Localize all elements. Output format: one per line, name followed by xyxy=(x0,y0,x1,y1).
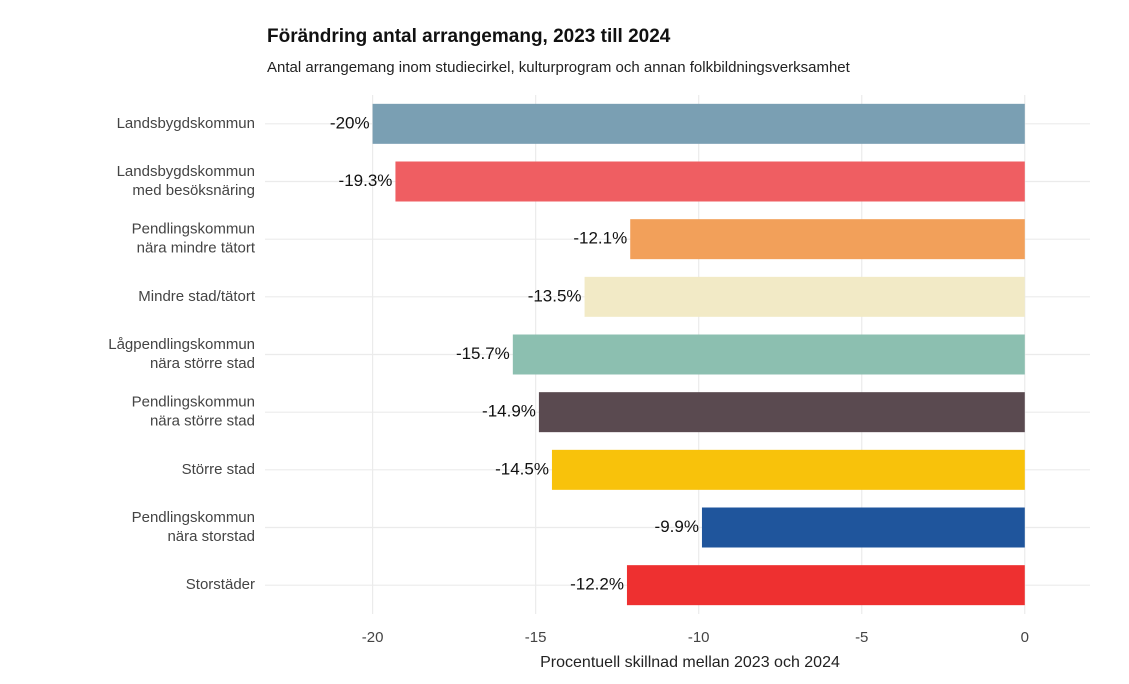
value-label: -19.3% xyxy=(339,171,393,190)
y-tick-label: Lågpendlingskommun nära större stad xyxy=(108,336,255,372)
y-tick-label: Mindre stad/tätort xyxy=(138,288,256,305)
bar xyxy=(584,276,1025,317)
y-tick-label: Landsbygdskommun xyxy=(117,115,255,132)
x-tick-label: -20 xyxy=(362,629,384,646)
y-tick-label: Pendlingskommun nära större stad xyxy=(132,394,255,430)
bar xyxy=(630,219,1025,260)
bar xyxy=(551,449,1025,490)
bar xyxy=(395,161,1025,202)
value-label: -12.1% xyxy=(573,229,627,248)
y-tick-label: Landsbygdskommun med besöksnäring xyxy=(117,163,255,199)
value-label: -14.5% xyxy=(495,459,549,478)
x-tick-label: -10 xyxy=(688,629,710,646)
bar xyxy=(512,334,1025,375)
bar xyxy=(538,392,1025,433)
x-tick-label: -15 xyxy=(525,629,547,646)
y-tick-label: Större stad xyxy=(182,461,255,478)
value-label: -20% xyxy=(330,113,370,132)
value-label: -9.9% xyxy=(655,517,699,536)
value-label: -15.7% xyxy=(456,344,510,363)
chart-subtitle: Antal arrangemang inom studiecirkel, kul… xyxy=(267,59,851,76)
bar xyxy=(626,565,1025,606)
value-label: -12.2% xyxy=(570,575,624,594)
y-tick-label: Storstäder xyxy=(186,576,255,593)
bar xyxy=(372,103,1025,144)
y-tick-label: Pendlingskommun nära storstad xyxy=(132,509,255,545)
chart-title: Förändring antal arrangemang, 2023 till … xyxy=(267,26,671,47)
value-label: -14.9% xyxy=(482,402,536,421)
x-tick-label: 0 xyxy=(1021,629,1029,646)
bar xyxy=(701,507,1025,548)
y-tick-label: Pendlingskommun nära mindre tätort xyxy=(132,221,256,257)
value-label: -13.5% xyxy=(528,286,582,305)
x-tick-label: -5 xyxy=(855,629,868,646)
x-axis-title: Procentuell skillnad mellan 2023 och 202… xyxy=(540,654,840,671)
